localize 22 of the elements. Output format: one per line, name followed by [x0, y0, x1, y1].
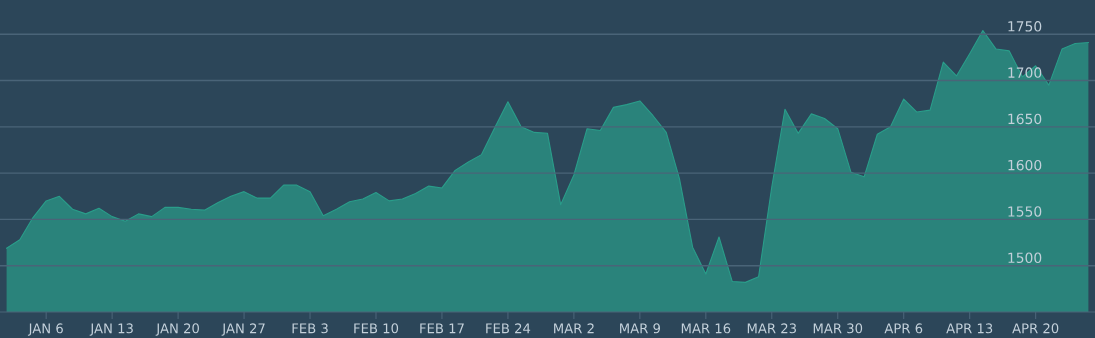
- x-tick-label: APR 6: [884, 323, 923, 334]
- x-tick-label: MAR 23: [747, 323, 796, 334]
- x-tick-label: FEB 10: [354, 323, 399, 334]
- x-tick-label: APR 20: [1012, 323, 1059, 334]
- x-tick-label: MAR 16: [681, 323, 731, 334]
- x-tick-label: FEB 17: [420, 323, 464, 334]
- x-tick-label: FEB 24: [486, 323, 531, 334]
- x-tick-label: MAR 2: [554, 323, 594, 334]
- x-tick-label: JAN 6: [27, 323, 63, 336]
- x-tick-label: JAN 13: [89, 323, 133, 336]
- y-tick-label: 1650: [1008, 113, 1042, 125]
- y-tick-label: 1750: [1008, 21, 1042, 32]
- y-tick-label: 1600: [1008, 159, 1042, 171]
- y-tick-label: 1500: [1008, 252, 1042, 264]
- x-tick-label: JAN 20: [155, 323, 199, 336]
- x-tick-label: JAN 27: [221, 323, 265, 336]
- x-tick-label: APR 13: [946, 323, 993, 334]
- x-tick-label: FEB 3: [292, 323, 328, 334]
- y-tick-label: 1700: [1008, 67, 1042, 78]
- y-tick-label: 1550: [1008, 206, 1042, 217]
- x-tick-label: MAR 9: [620, 323, 661, 334]
- x-tick-label: MAR 30: [813, 323, 863, 334]
